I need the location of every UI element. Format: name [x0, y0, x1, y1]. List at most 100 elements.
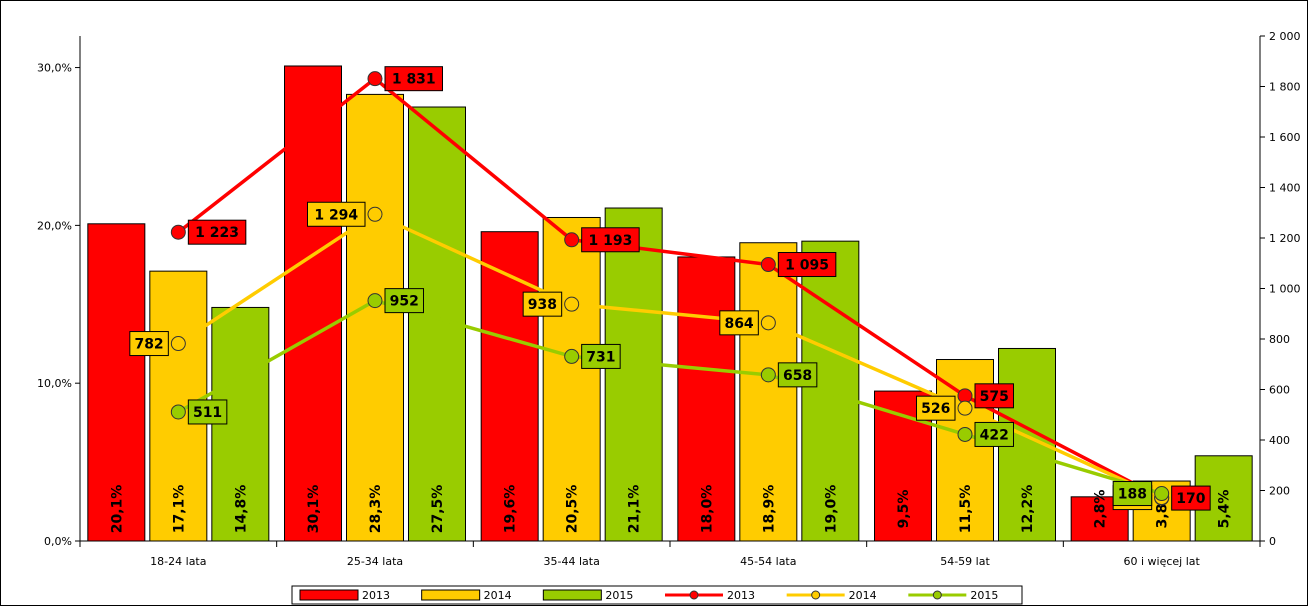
line-label: 188: [1118, 487, 1147, 503]
x-tick-label: 54-59 lat: [940, 555, 990, 568]
line-marker-2015: [760, 367, 776, 383]
line-label: 1 095: [785, 258, 829, 274]
bar-2013: [87, 223, 146, 542]
line-label: 952: [390, 294, 419, 310]
line-marker-2014: [957, 400, 973, 416]
bar-label: 2,8%: [1093, 490, 1109, 529]
bar-label: 18,9%: [761, 485, 777, 534]
line-label-box: [129, 331, 169, 357]
bar-label: 18,0%: [699, 485, 715, 534]
x-tick-label: 60 i więcej lat: [1123, 555, 1200, 568]
line-label: 938: [528, 297, 557, 313]
y-right-tick-label: 0: [1269, 535, 1276, 548]
legend: 2013 2014 2015 2013 2014 2015: [291, 585, 1023, 605]
line-marker-2015: [367, 293, 383, 309]
y-right-tick-label: 1 400: [1269, 182, 1301, 195]
bar-label: 21,1%: [627, 485, 643, 534]
legend-label: 2014: [484, 589, 512, 602]
bar-label: 12,2%: [1020, 485, 1036, 534]
line-label-box: [916, 395, 956, 421]
x-tick-label: 45-54 lata: [740, 555, 796, 568]
legend-swatch-marker: [689, 590, 699, 600]
line-marker-2014: [170, 336, 186, 352]
legend-swatch-bar-2013: [299, 589, 359, 601]
bar-label: 5,4%: [1217, 490, 1233, 529]
bar-label: 19,6%: [503, 485, 519, 534]
bar-2014: [542, 216, 601, 542]
line-label-box: [522, 291, 563, 317]
line-label-box: [307, 201, 366, 227]
legend-label: 2014: [849, 589, 877, 602]
y-right-tick-label: 1 600: [1269, 131, 1301, 144]
x-tick-label: 18-24 lata: [150, 555, 206, 568]
line-label: 1 294: [314, 207, 358, 223]
y-left-tick-label: 30,0%: [37, 62, 72, 75]
y-right-tick-label: 1 000: [1269, 283, 1301, 296]
line-marker-2013: [760, 257, 776, 273]
legend-label: 2013: [362, 589, 390, 602]
line-label-box: [1171, 485, 1211, 511]
y-left-tick-label: 10,0%: [37, 377, 72, 390]
y-right-tick-label: 800: [1269, 333, 1290, 346]
line-label: 526: [921, 401, 950, 417]
line-label-box: [581, 227, 640, 253]
line-label-box: [187, 219, 247, 245]
bar-label: 19,0%: [823, 485, 839, 534]
y-right-tick-label: 1 200: [1269, 232, 1301, 245]
bar-label: 14,8%: [233, 485, 249, 534]
line-marker-2013: [170, 224, 186, 240]
line-label: 782: [134, 337, 163, 353]
bar-2013: [677, 256, 736, 542]
line-label-box: [777, 252, 837, 278]
plot-area: 0,0% 10,0% 20,0% 30,0% 0 200 400 600 800 1 000 1 2…: [37, 30, 1300, 568]
bar-label: 20,1%: [109, 485, 125, 534]
bar-label: 30,1%: [306, 485, 322, 534]
y-right-tick-label: 400: [1269, 434, 1290, 447]
legend-label: 2013: [727, 589, 755, 602]
line-2013: [177, 76, 1163, 500]
legend-swatch-bar-2014: [421, 589, 481, 601]
line-marker-2015: [957, 426, 973, 442]
line-label-box: [384, 288, 424, 314]
line-label-box: [974, 421, 1014, 447]
x-tick-label: 25-34 lata: [347, 555, 403, 568]
line-marker-2013: [367, 71, 383, 87]
line-label-box: [1112, 481, 1153, 507]
line-marker-2015: [170, 404, 186, 420]
x-tick-label: 35-44 lata: [544, 555, 600, 568]
y-right-tick-label: 1 800: [1269, 81, 1301, 94]
y-left-tick-label: 0,0%: [44, 535, 72, 548]
line-label: 511: [193, 405, 222, 421]
line-label: 864: [724, 316, 753, 332]
line-marker-2014: [564, 296, 580, 312]
bar-label: 9,5%: [896, 490, 912, 529]
line-label-box: [384, 66, 443, 92]
bar-2014: [739, 242, 798, 542]
line-label-box: [187, 399, 228, 425]
line-marker-2014: [367, 206, 383, 222]
bar-2014: [346, 93, 404, 542]
bar-2015: [604, 207, 663, 542]
line-label: 658: [783, 368, 812, 384]
line-marker-2015: [564, 348, 580, 364]
legend-swatch-marker: [932, 590, 942, 600]
line-label: 1 223: [195, 225, 239, 241]
y-left-tick-label: 20,0%: [37, 219, 72, 232]
bar-label: 17,1%: [171, 485, 187, 534]
line-label: 1 831: [392, 72, 436, 88]
line-label-box: [719, 310, 759, 336]
line-label: 170: [1176, 491, 1205, 507]
line-label-box: [777, 362, 818, 388]
line-marker-2013: [564, 232, 580, 248]
bar-label: 28,3%: [368, 485, 384, 534]
bar-2013: [284, 65, 342, 542]
y-right-tick-label: 200: [1269, 485, 1290, 498]
legend-label: 2015: [970, 589, 998, 602]
line-label-box: [974, 383, 1014, 409]
legend-swatch-marker: [811, 590, 821, 600]
line-marker-2014: [760, 315, 776, 331]
bar-label: 11,5%: [958, 485, 974, 534]
line-label: 1 193: [588, 233, 632, 249]
legend-label: 2015: [605, 589, 633, 602]
